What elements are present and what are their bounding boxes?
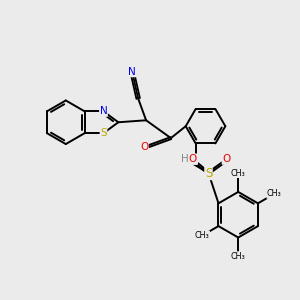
Text: O: O xyxy=(222,154,230,164)
Text: CH₃: CH₃ xyxy=(231,169,246,178)
Text: S: S xyxy=(100,128,107,138)
Text: O: O xyxy=(140,142,148,152)
Text: CH₃: CH₃ xyxy=(267,189,282,198)
Text: CH₃: CH₃ xyxy=(195,231,210,240)
Text: CH₃: CH₃ xyxy=(231,252,246,261)
Text: N: N xyxy=(190,154,197,164)
Text: H: H xyxy=(181,154,189,164)
Text: N: N xyxy=(100,106,107,116)
Text: S: S xyxy=(205,167,212,180)
Text: N: N xyxy=(128,67,136,77)
Text: O: O xyxy=(188,154,197,164)
